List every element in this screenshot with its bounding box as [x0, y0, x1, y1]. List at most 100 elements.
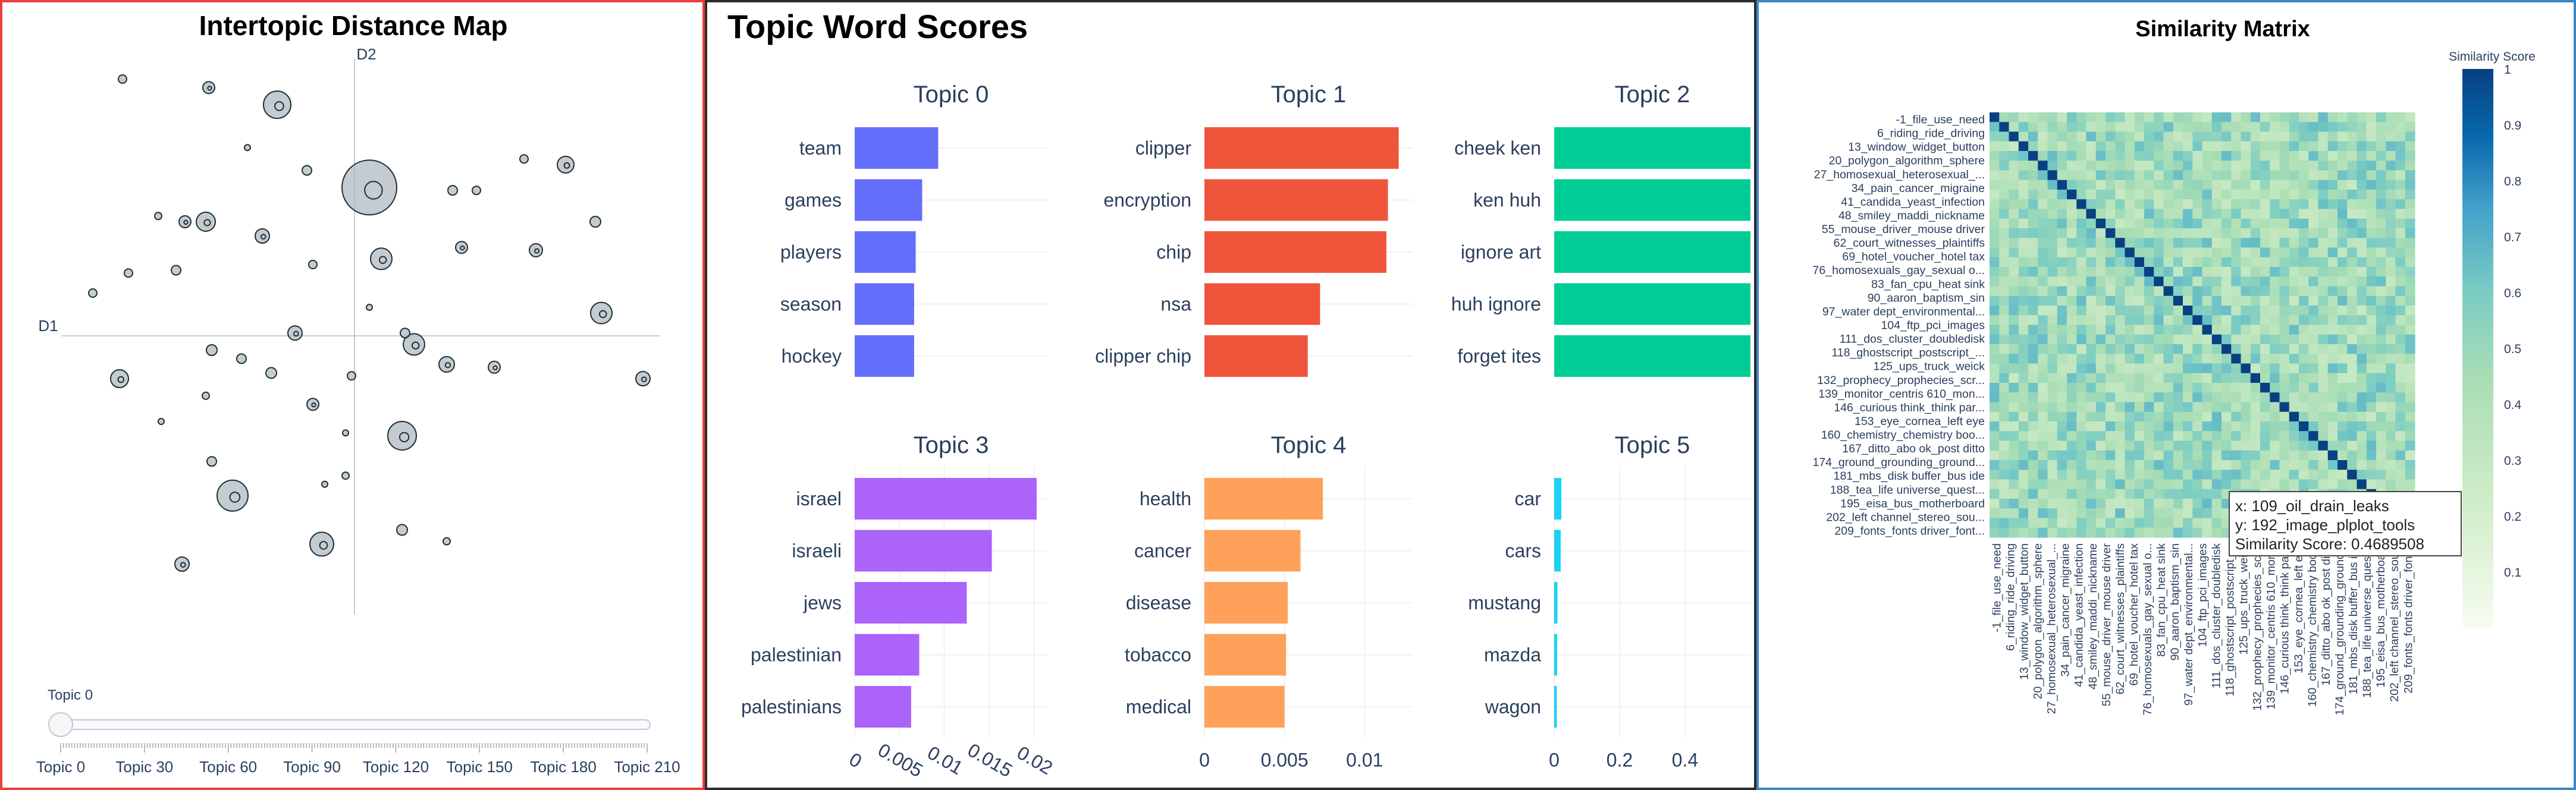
topic-bubble[interactable]: [206, 344, 218, 356]
topic-bubble[interactable]: [265, 367, 277, 379]
topic-bubble[interactable]: [347, 371, 356, 381]
topic-bubble[interactable]: [400, 328, 410, 339]
topic-bubble[interactable]: [118, 74, 127, 84]
topic-bubble[interactable]: [438, 356, 455, 373]
topic-bubble[interactable]: [370, 247, 393, 270]
heatmap-x-label: 174_ground_grounding_ground...: [2333, 543, 2346, 716]
word-bar[interactable]: [1554, 530, 1561, 572]
topic-slider-rail[interactable]: [52, 719, 651, 730]
word-bar[interactable]: [1204, 634, 1287, 676]
colorbar-tick-label: 0.2: [2504, 510, 2521, 524]
heatmap-cell: [2183, 209, 2193, 219]
topic-bubble[interactable]: [403, 333, 425, 356]
topic-bubble[interactable]: [236, 353, 247, 364]
word-bar[interactable]: [1554, 335, 1750, 377]
word-bar[interactable]: [1204, 582, 1288, 624]
word-bar[interactable]: [1554, 478, 1562, 520]
topic-bubble[interactable]: [308, 260, 318, 269]
topic-bubble[interactable]: [472, 185, 481, 196]
similarity-chart[interactable]: Similarity Matrix -1_file_use_need6_ridi…: [1759, 2, 2574, 788]
topic-word-scores-chart[interactable]: Topic Word Scores Topic 0teamgamesplayer…: [707, 2, 1754, 788]
heatmap-cell: [2009, 325, 2019, 335]
topic-bubble[interactable]: [396, 524, 408, 536]
heatmap-cell: [2183, 383, 2193, 393]
topic-bubble[interactable]: [178, 215, 192, 228]
word-bar[interactable]: [855, 283, 914, 325]
word-bar[interactable]: [1554, 634, 1557, 676]
word-bar[interactable]: [1204, 478, 1323, 520]
topic-bubble[interactable]: [309, 531, 334, 557]
topic-bubble[interactable]: [443, 537, 451, 546]
topic-bubble[interactable]: [341, 159, 397, 216]
topic-bubble[interactable]: [635, 371, 651, 386]
word-bar[interactable]: [855, 127, 939, 169]
heatmap-cell: [2299, 325, 2309, 335]
topic-bubble[interactable]: [110, 369, 129, 388]
heatmap-cell: [2144, 295, 2154, 306]
topic-bubble[interactable]: [202, 81, 215, 95]
heatmap-cell: [2202, 209, 2213, 219]
topic-bubble[interactable]: [124, 268, 133, 278]
word-bar[interactable]: [1554, 179, 1750, 221]
topic-bubble[interactable]: [255, 228, 270, 244]
topic-bubble[interactable]: [196, 212, 216, 232]
topic-bubble[interactable]: [321, 480, 328, 488]
word-bar[interactable]: [1554, 231, 1750, 273]
topic-bubble[interactable]: [455, 241, 468, 254]
topic-bubble[interactable]: [557, 156, 575, 174]
word-bar[interactable]: [855, 478, 1037, 520]
topic-bubble[interactable]: [590, 301, 613, 325]
topic-bubble[interactable]: [302, 165, 312, 176]
word-bar[interactable]: [1204, 179, 1388, 221]
heatmap-cell: [2134, 489, 2145, 499]
topic-bubble[interactable]: [244, 144, 251, 152]
heatmap-cell: [2038, 460, 2048, 470]
topic-bubble[interactable]: [217, 479, 249, 512]
topic-bubble[interactable]: [342, 429, 349, 437]
heatmap-cell: [2106, 527, 2116, 538]
word-bar[interactable]: [855, 686, 911, 728]
topic-slider-handle[interactable]: [48, 712, 73, 737]
word-bar[interactable]: [855, 231, 916, 273]
topic-bubble[interactable]: [154, 212, 162, 221]
word-bar[interactable]: [1204, 231, 1386, 273]
heatmap-cell: [2009, 527, 2019, 538]
topic-bubble[interactable]: [158, 418, 165, 425]
word-bar[interactable]: [855, 530, 992, 572]
topic-bubble[interactable]: [488, 360, 501, 374]
topic-bubble[interactable]: [202, 391, 210, 400]
topic-bubble[interactable]: [263, 90, 291, 119]
topic-bubble[interactable]: [366, 304, 373, 311]
topic-bubble[interactable]: [519, 154, 529, 164]
topic-bubble[interactable]: [306, 398, 319, 411]
word-bar[interactable]: [1554, 582, 1558, 624]
topic-bubble[interactable]: [174, 556, 190, 572]
word-bar[interactable]: [1204, 686, 1285, 728]
word-bar[interactable]: [855, 582, 967, 624]
topic-bubble[interactable]: [341, 471, 350, 480]
word-bar[interactable]: [1204, 530, 1301, 572]
heatmap-cell: [2211, 131, 2222, 142]
word-bar[interactable]: [1204, 335, 1308, 377]
intertopic-chart[interactable]: Intertopic Distance Map D2 D1 Topic 0 To…: [2, 2, 702, 788]
topic-bubble[interactable]: [529, 243, 543, 257]
topic-bubble[interactable]: [171, 265, 181, 276]
word-label: team: [799, 137, 842, 159]
topic-subplot: Topic 40 0.005 0.01healthcancerdiseasetoba…: [1125, 432, 1413, 771]
word-bar[interactable]: [1204, 283, 1320, 325]
heatmap-cell: [2357, 325, 2367, 335]
topic-bubble[interactable]: [589, 216, 601, 228]
word-bar[interactable]: [1554, 283, 1750, 325]
topic-bubble[interactable]: [387, 421, 417, 451]
topic-bubble[interactable]: [206, 456, 217, 467]
topic-bubble[interactable]: [287, 325, 303, 341]
word-bar[interactable]: [1554, 686, 1557, 728]
word-bar[interactable]: [855, 179, 923, 221]
word-bar[interactable]: [855, 335, 914, 377]
topic-bubble[interactable]: [447, 185, 458, 196]
heatmap-cell: [2057, 325, 2067, 335]
topic-bubble[interactable]: [88, 288, 98, 298]
word-bar[interactable]: [855, 634, 920, 676]
word-bar[interactable]: [1554, 127, 1750, 169]
word-bar[interactable]: [1204, 127, 1399, 169]
